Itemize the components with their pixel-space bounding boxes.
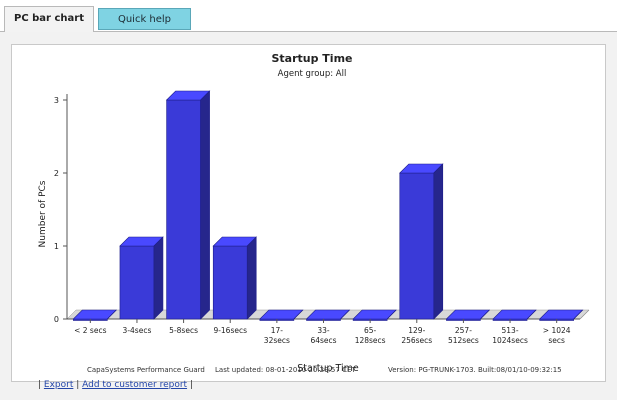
bar	[119, 245, 155, 320]
bar-side	[386, 309, 397, 320]
footer-built: Built:08/01/10-09:32:15	[478, 366, 562, 374]
bar	[399, 172, 435, 320]
y-tick-label: 1	[54, 242, 59, 251]
bar-side	[433, 163, 444, 320]
link-separator: |	[73, 380, 83, 390]
bar-side	[246, 236, 257, 320]
chart-container: Startup Time Agent group: All Number of …	[11, 44, 606, 382]
bar-side	[573, 309, 583, 320]
y-tick-label: 3	[54, 96, 59, 105]
bar	[212, 245, 248, 320]
tab-bar: PC bar chart Quick help	[0, 0, 617, 32]
x-tick-label: 128secs	[355, 336, 386, 345]
bar-side	[340, 309, 350, 320]
x-tick-label: 33-	[317, 326, 330, 335]
x-tick-label: 9-16secs	[213, 326, 247, 335]
footer-version: Version: PG-TRUNK-1703.	[388, 366, 476, 374]
x-tick-label: 64secs	[310, 336, 336, 345]
footer-last-updated: Last updated: 08-01-2010 20:29:57 CET	[215, 366, 356, 374]
x-tick-label: 256secs	[401, 336, 432, 345]
bar-chart: Startup Time Agent group: All Number of …	[38, 52, 590, 374]
x-tick-label: 129-	[408, 326, 425, 335]
x-tick-label: < 2 secs	[74, 326, 106, 335]
floor-edge	[579, 309, 590, 320]
bar	[166, 99, 201, 320]
bar-side	[480, 309, 490, 320]
x-tick-label: 17-	[271, 326, 284, 335]
bar-side	[107, 309, 117, 320]
y-tick-label: 2	[54, 169, 59, 178]
x-tick-label: 513-	[502, 326, 519, 335]
bar-side	[153, 236, 164, 320]
export-link[interactable]: Export	[43, 380, 74, 390]
bar-side	[526, 309, 537, 320]
footer-links: | Export | Add to customer report |	[38, 380, 193, 390]
x-tick-label: 512secs	[448, 336, 479, 345]
link-separator: |	[38, 380, 44, 390]
plot-area: 0 1 2 3 < 2 secs 3-4secs 5-8secs 9-16secs 17-32s…	[54, 90, 590, 345]
x-tick-label: > 1024	[543, 326, 571, 335]
y-tick-label: 0	[54, 315, 59, 324]
x-axis-label: Startup Time	[297, 363, 359, 374]
chart-panel: Startup Time Agent group: All Number of …	[0, 31, 617, 400]
x-tick-label: 65-	[364, 326, 377, 335]
x-tick-label: secs	[548, 336, 565, 345]
tab-pc-bar-chart[interactable]: PC bar chart	[4, 6, 94, 32]
chart-subtitle: Agent group: All	[278, 69, 347, 79]
tab-quick-help[interactable]: Quick help	[98, 8, 191, 30]
link-separator: |	[187, 380, 193, 390]
add-to-customer-report-link[interactable]: Add to customer report	[82, 380, 188, 390]
x-tick-label: 257-	[455, 326, 472, 335]
x-tick-label: 1024secs	[492, 336, 528, 345]
y-axis-label: Number of PCs	[38, 180, 48, 247]
x-tick-label: 3-4secs	[123, 326, 152, 335]
x-tick-label: 5-8secs	[169, 326, 198, 335]
chart-title: Startup Time	[271, 52, 352, 65]
bar-side	[293, 309, 304, 320]
x-tick-label: 32secs	[264, 336, 290, 345]
footer-product: CapaSystems Performance Guard	[87, 366, 205, 374]
bar-side	[200, 90, 210, 320]
